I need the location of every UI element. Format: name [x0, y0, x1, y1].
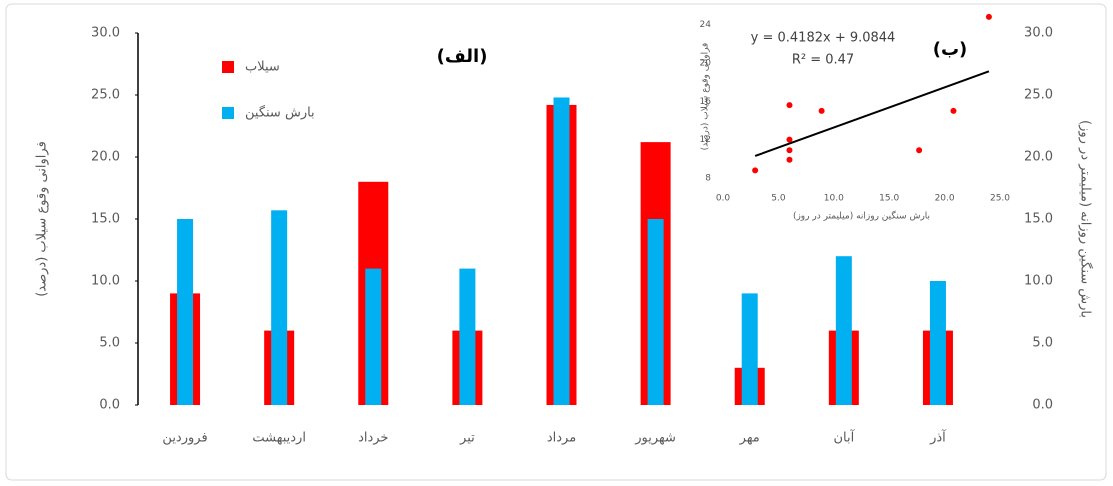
x-tick-label: 15.0	[879, 194, 899, 204]
bar	[177, 219, 194, 405]
y-tick-label: 10.0	[91, 274, 120, 289]
y-tick-label: 16	[700, 97, 712, 107]
x-tick-label: آذر	[929, 429, 947, 446]
y-tick-label: 20	[700, 58, 712, 68]
x-tick-label: شهریور	[634, 431, 676, 446]
bar	[929, 281, 946, 405]
point	[985, 13, 992, 20]
point	[818, 107, 825, 114]
x-tick-label: تیر	[459, 431, 475, 446]
point	[786, 136, 793, 143]
y-tick-label: 12	[700, 135, 711, 145]
bar	[835, 256, 852, 405]
legend-swatch	[222, 61, 234, 73]
x-tick-label: فروردین	[162, 431, 207, 446]
x-tick-label: اردیبهشت	[252, 431, 306, 446]
x-tick-label: 20.0	[935, 194, 955, 204]
r-squared: R² = 0.47	[792, 53, 854, 68]
y2-tick-label: 20.0	[1024, 150, 1053, 165]
bar	[271, 210, 288, 405]
legend-label: سیلاب	[245, 60, 280, 75]
legend-label: بارش سنگین	[245, 105, 315, 121]
inset-background	[695, 6, 1010, 232]
chart-title: (الف)	[437, 46, 488, 67]
y-tick-label: 5.0	[99, 336, 120, 351]
y-tick-label: 15.0	[91, 212, 120, 227]
y-axis-label: فراوانی وقوع سیلاب (درصد)	[35, 141, 50, 297]
x-tick-label: خرداد	[358, 431, 388, 446]
y-tick-label: 8	[705, 174, 711, 184]
y2-tick-label: 15.0	[1024, 212, 1053, 227]
inset-title: (ب)	[933, 39, 968, 60]
bar	[553, 97, 570, 405]
point	[752, 167, 759, 174]
bar	[741, 293, 758, 405]
y2-tick-label: 25.0	[1024, 88, 1053, 103]
trendline	[754, 70, 990, 157]
x-axis-label: بارش سنگین روزانه (میلیمتر در روز)	[793, 210, 930, 222]
y2-axis-label: بارش سنگین روزانه (میلیمتر در روز)	[1078, 120, 1094, 318]
x-tick-label: 25.0	[990, 194, 1010, 204]
y-tick-label: 24	[700, 20, 712, 30]
x-tick-label: 0.0	[716, 194, 731, 204]
y-axis-label: فراوانی وقوع سیلاب (درصد)	[701, 43, 711, 151]
point	[786, 102, 793, 109]
x-tick-label: آبان	[833, 429, 855, 446]
bar	[647, 219, 664, 405]
x-tick-label: 10.0	[824, 194, 844, 204]
y-tick-label: 30.0	[91, 26, 120, 41]
y-tick-label: 25.0	[91, 88, 120, 103]
y2-tick-label: 0.0	[1032, 398, 1053, 413]
trendline-equation: y = 0.4182x + 9.0844	[751, 31, 896, 46]
bar	[459, 268, 476, 405]
y-tick-label: 20.0	[91, 150, 120, 165]
y2-tick-label: 30.0	[1024, 26, 1053, 41]
bar	[365, 268, 382, 405]
point	[950, 107, 957, 114]
y-tick-label: 0.0	[99, 398, 120, 413]
x-tick-label: مرداد	[547, 431, 576, 446]
x-tick-label: مهر	[739, 431, 760, 446]
point	[916, 147, 923, 154]
legend-swatch	[222, 107, 234, 119]
point	[786, 156, 793, 163]
y2-tick-label: 5.0	[1032, 336, 1053, 351]
x-tick-label: 5.0	[771, 194, 786, 204]
point	[786, 147, 793, 154]
y2-tick-label: 10.0	[1024, 274, 1053, 289]
